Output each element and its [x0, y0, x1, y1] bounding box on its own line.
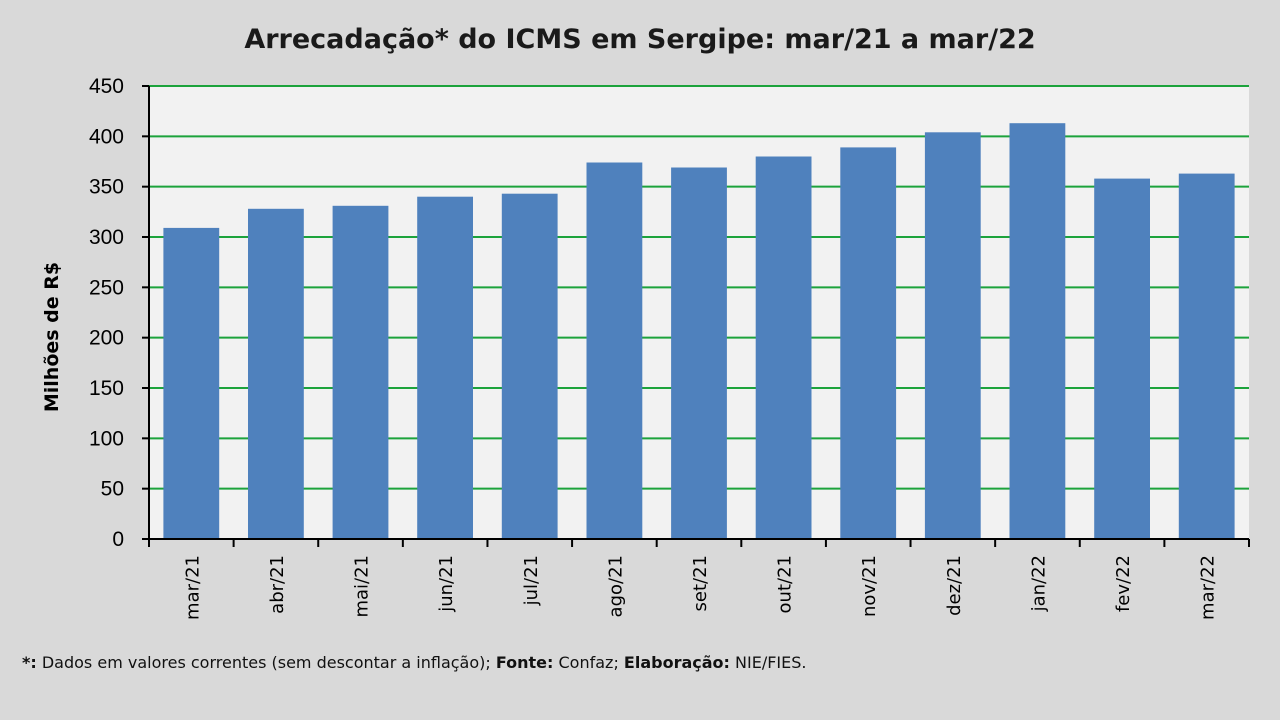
- footnote-asterisk: *:: [22, 653, 37, 672]
- y-tick-label: 450: [89, 75, 124, 98]
- bar-fev-22: [1094, 178, 1150, 539]
- bar-out-21: [755, 156, 812, 539]
- x-tick-label: jan/22: [1029, 555, 1050, 612]
- bars: [163, 123, 1235, 540]
- x-tick-label: set/21: [690, 555, 711, 611]
- y-tick-label: 250: [89, 276, 124, 299]
- y-tick-label: 0: [112, 528, 124, 551]
- x-tick-label: nov/21: [859, 555, 880, 617]
- bar-set-21: [671, 167, 727, 539]
- footnote-author-value: NIE/FIES.: [729, 653, 807, 672]
- bar-mar-21: [163, 227, 220, 539]
- footnote-source-value: Confaz;: [553, 653, 624, 672]
- chart-title: Arrecadação* do ICMS em Sergipe: mar/21 …: [244, 24, 1035, 55]
- y-tick-label: 350: [89, 176, 124, 199]
- x-tick-label: jul/21: [521, 555, 542, 606]
- y-tick-label: 300: [89, 226, 124, 249]
- footnote-note: Dados em valores correntes (sem desconta…: [36, 653, 496, 672]
- x-tick-labels: mar/21 abr/21 mai/21 jun/21 jul/21 ago/21 set/…: [182, 555, 1218, 620]
- y-tick-label: 200: [89, 327, 124, 350]
- y-tick-label: 150: [89, 377, 124, 400]
- x-tick-label: jun/21: [436, 555, 457, 613]
- bar-jun-21: [417, 196, 473, 539]
- bar-ago-21: [586, 162, 643, 539]
- y-axis-label: Milhões de R$: [41, 262, 63, 412]
- x-tick-label: ago/21: [605, 555, 626, 617]
- bar-mai-21: [332, 205, 389, 540]
- y-tick-labels: 0 50 100 150 200 250 300 350 400 450: [89, 75, 124, 551]
- x-tick-label: dez/21: [944, 555, 965, 616]
- y-tick-label: 400: [89, 125, 124, 148]
- y-tick-label: 100: [89, 427, 124, 450]
- x-tick-label: mai/21: [352, 555, 373, 618]
- footnote: *: Dados em valores correntes (sem desco…: [22, 653, 806, 672]
- x-tick-label: fev/22: [1113, 555, 1134, 612]
- footnote-source-label: Fonte:: [495, 653, 554, 672]
- x-tick-label: abr/21: [267, 555, 288, 614]
- bar-nov-21: [840, 147, 897, 539]
- bar-mar-22: [1178, 173, 1235, 539]
- x-tick-label: mar/21: [182, 555, 203, 620]
- x-tick-label: out/21: [775, 555, 796, 613]
- axes: [142, 85, 1250, 547]
- bar-abr-21: [248, 208, 304, 540]
- bar-dez-21: [924, 132, 981, 540]
- bar-jan-22: [1009, 123, 1066, 539]
- bar-jul-21: [501, 193, 558, 539]
- y-tick-label: 50: [101, 478, 124, 501]
- footnote-author-label: Elaboração:: [623, 653, 730, 672]
- x-tick-label: mar/22: [1198, 555, 1219, 620]
